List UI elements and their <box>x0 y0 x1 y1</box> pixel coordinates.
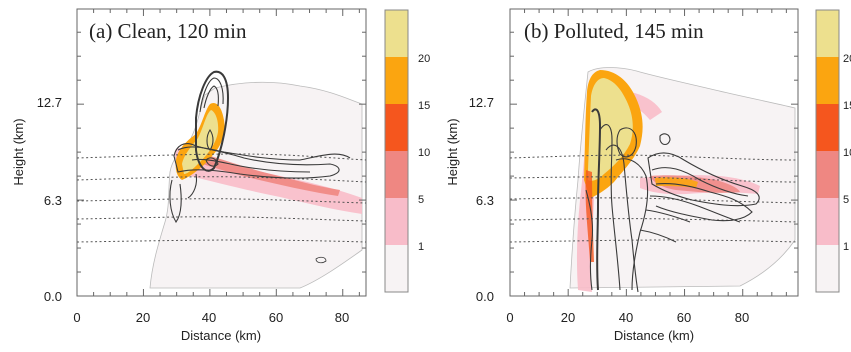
panel-b-x-tick-label: 80 <box>735 310 749 325</box>
panel-a-salmon-band <box>196 152 340 196</box>
panel-a-y-tick-label: 12.7 <box>37 95 62 110</box>
panel-b-x-tick-label: 20 <box>561 310 575 325</box>
colorbar-a-bin-10 <box>385 104 408 151</box>
panel-b-y-tick-label: 0.0 <box>476 289 494 304</box>
panel-b-ticks <box>509 9 798 297</box>
panel-b: 0 20 40 60 80 0.0 6.3 12.7 Distance (km)… <box>445 8 799 343</box>
panel-b-x-tick-label: 0 <box>506 310 513 325</box>
colorbar-b-bin-10 <box>816 104 839 151</box>
panel-a-y-tick-label: 6.3 <box>44 193 62 208</box>
colorbar-a-label: 15 <box>418 100 430 112</box>
panel-a-x-axis-label: Distance (km) <box>181 328 261 343</box>
colorbar-a-bin-15 <box>385 57 408 104</box>
colorbar-b-label: 5 <box>843 194 849 206</box>
panel-a-x-tick-label: 40 <box>202 310 216 325</box>
panel-a-solid-contours <box>169 70 351 264</box>
colorbar-a-label: 5 <box>418 194 424 206</box>
colorbar-b: 20 15 10 5 1 <box>815 9 851 293</box>
panel-a-x-tick-label: 80 <box>335 310 349 325</box>
colorbar-a: 20 15 10 5 1 <box>384 9 430 293</box>
panel-a-x-tick-label: 60 <box>269 310 283 325</box>
panel-a-dotted-isolines <box>76 153 367 243</box>
colorbar-b-label: 1 <box>843 241 849 253</box>
colorbar-b-bin-5 <box>816 151 839 198</box>
panel-a-yellow-core <box>182 110 219 174</box>
colorbar-b-label: 20 <box>843 53 851 65</box>
panel-a: 0 20 40 60 80 0.0 6.3 12.7 Distance (km)… <box>11 8 367 343</box>
panel-b-orange-streak-2 <box>655 177 698 188</box>
panel-b-y-tick-label: 6.3 <box>476 193 494 208</box>
colorbar-b-bin-0 <box>816 245 839 292</box>
colorbar-a-frame <box>384 9 409 293</box>
colorbar-a-bin-0 <box>385 245 408 292</box>
panel-a-title: (a) Clean, 120 min <box>89 19 247 43</box>
panel-b-title: (b) Polluted, 145 min <box>524 19 704 43</box>
colorbar-b-frame <box>815 9 840 293</box>
panel-a-x-tick-label: 20 <box>136 310 150 325</box>
panel-b-dotted-isolines <box>509 154 799 243</box>
panel-b-x-axis-label: Distance (km) <box>614 328 694 343</box>
panel-a-pink-region <box>190 160 362 214</box>
panel-b-x-tick-label: 40 <box>619 310 633 325</box>
panel-b-solid-contours <box>585 108 760 293</box>
colorbar-a-label: 20 <box>418 53 430 65</box>
colorbar-b-bin-15 <box>816 57 839 104</box>
panel-b-y-axis-label: Height (km) <box>445 118 460 185</box>
colorbar-a-label: 1 <box>418 241 424 253</box>
colorbar-a-bin-5 <box>385 151 408 198</box>
colorbar-a-label: 10 <box>418 147 430 159</box>
colorbar-b-bin-1 <box>816 198 839 245</box>
panel-a-ticks <box>76 9 366 297</box>
colorbar-a-bin-20 <box>385 10 408 57</box>
panel-a-y-tick-label: 0.0 <box>44 289 62 304</box>
colorbar-b-bin-20 <box>816 10 839 57</box>
panel-b-y-tick-label: 12.7 <box>469 95 494 110</box>
colorbar-b-label: 10 <box>843 147 851 159</box>
colorbar-b-label: 15 <box>843 100 851 112</box>
colorbar-a-bin-1 <box>385 198 408 245</box>
panel-a-x-tick-label: 0 <box>73 310 80 325</box>
panel-b-x-tick-label: 60 <box>677 310 691 325</box>
panel-a-y-axis-label: Height (km) <box>11 118 26 185</box>
